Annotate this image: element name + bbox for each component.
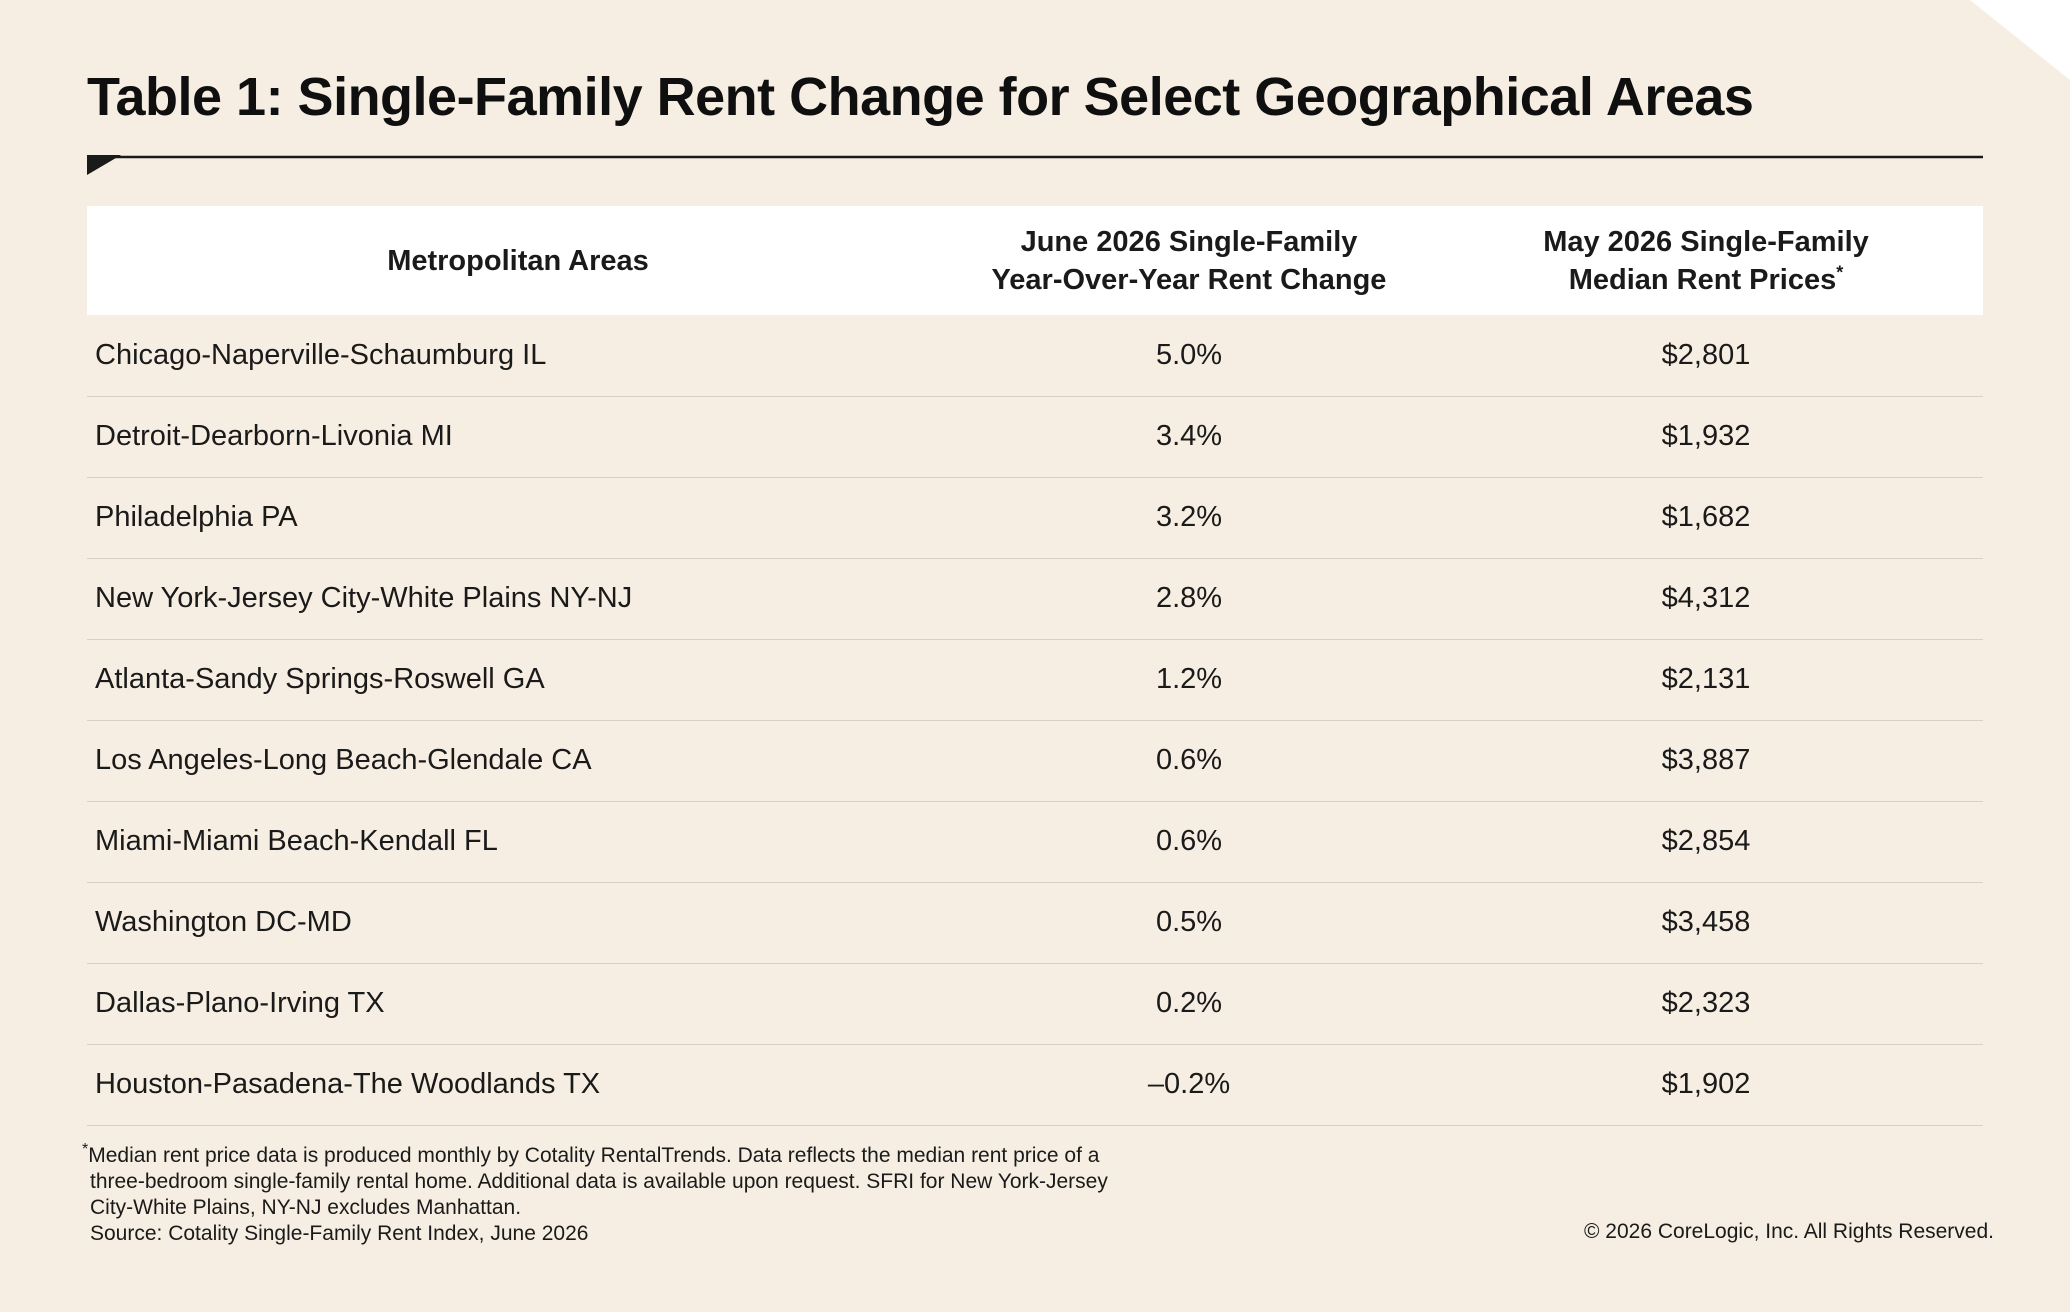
metro-area-cell: Atlanta-Sandy Springs-Roswell GA — [95, 663, 545, 695]
median-rent-cell: $1,902 — [1661, 1068, 1751, 1100]
metro-area-cell: Dallas-Plano-Irving TX — [95, 987, 385, 1019]
table-header-row: Metropolitan Areas June 2026 Single-Fami… — [87, 206, 1983, 315]
metro-area-cell: Washington DC-MD — [95, 906, 352, 938]
footnote-marker: * — [82, 1141, 89, 1158]
table-row: Houston-Pasadena-The Woodlands TX –0.2% … — [87, 1044, 1983, 1125]
footnote-line-3: City-White Plains, NY-NJ excludes Manhat… — [90, 1196, 522, 1219]
rent-change-cell: 0.2% — [1155, 987, 1223, 1019]
median-rent-cell: $2,854 — [1661, 825, 1751, 857]
footnote-line-2: three-bedroom single-family rental home.… — [90, 1170, 1108, 1193]
footnote-line-1: *Median rent price data is produced mont… — [82, 1141, 1100, 1168]
copyright-notice: © 2026 CoreLogic, Inc. All Rights Reserv… — [1583, 1220, 1994, 1243]
table-row: Chicago-Naperville-Schaumburg IL 5.0% $2… — [87, 315, 1983, 396]
table-row: Detroit-Dearborn-Livonia MI 3.4% $1,932 — [87, 396, 1983, 477]
rent-change-cell: 2.8% — [1155, 582, 1223, 614]
table-row: Washington DC-MD 0.5% $3,458 — [87, 882, 1983, 963]
header-price-line-2: Median Rent Prices* — [1568, 261, 1844, 296]
header-median-rent-prices: May 2026 Single-Family Median Rent Price… — [1429, 206, 1983, 315]
table-row: Atlanta-Sandy Springs-Roswell GA 1.2% $2… — [87, 639, 1983, 720]
median-rent-cell: $1,682 — [1661, 501, 1751, 533]
median-rent-cell: $2,323 — [1661, 987, 1751, 1019]
median-rent-cell: $4,312 — [1661, 582, 1751, 614]
rent-change-cell: 5.0% — [1155, 338, 1223, 371]
median-rent-cell: $2,131 — [1661, 663, 1751, 695]
table-row: New York-Jersey City-White Plains NY-NJ … — [87, 558, 1983, 639]
rent-change-cell: 3.2% — [1155, 501, 1223, 533]
rent-change-cell: 1.2% — [1155, 663, 1223, 695]
rent-change-cell: 0.5% — [1155, 906, 1223, 938]
table-row: Philadelphia PA 3.2% $1,682 — [87, 477, 1983, 558]
rent-change-cell: 3.4% — [1155, 420, 1223, 452]
header-change-line-1: June 2026 Single-Family — [1020, 225, 1358, 258]
table-row: Dallas-Plano-Irving TX 0.2% $2,323 — [87, 963, 1983, 1044]
source-line: Source: Cotality Single-Family Rent Inde… — [90, 1222, 589, 1245]
footnote: *Median rent price data is produced mont… — [82, 1141, 1302, 1247]
metro-area-cell: Houston-Pasadena-The Woodlands TX — [95, 1068, 601, 1100]
metro-area-cell: Miami-Miami Beach-Kendall FL — [95, 825, 498, 857]
header-price-line-1: May 2026 Single-Family — [1543, 225, 1869, 258]
table-row: Miami-Miami Beach-Kendall FL 0.6% $2,854 — [87, 801, 1983, 882]
median-rent-cell: $2,801 — [1661, 338, 1751, 371]
table-row: Los Angeles-Long Beach-Glendale CA 0.6% … — [87, 720, 1983, 801]
metro-area-cell: Chicago-Naperville-Schaumburg IL — [95, 338, 547, 371]
title-divider — [87, 155, 1983, 175]
metro-area-cell: Detroit-Dearborn-Livonia MI — [95, 420, 453, 452]
median-rent-cell: $3,458 — [1661, 906, 1751, 938]
metro-area-cell: Philadelphia PA — [95, 501, 298, 533]
median-rent-cell: $1,932 — [1661, 420, 1751, 452]
rent-change-cell: –0.2% — [1147, 1068, 1231, 1100]
header-yoy-rent-change: June 2026 Single-Family Year-Over-Year R… — [949, 206, 1429, 315]
median-rent-cell: $3,887 — [1661, 744, 1751, 776]
rent-change-cell: 0.6% — [1155, 825, 1223, 857]
corner-decoration — [1970, 0, 2070, 80]
rent-change-cell: 0.6% — [1155, 744, 1223, 776]
metro-area-cell: New York-Jersey City-White Plains NY-NJ — [95, 582, 633, 614]
header-change-line-2: Year-Over-Year Rent Change — [991, 263, 1387, 296]
metro-area-cell: Los Angeles-Long Beach-Glendale CA — [95, 744, 592, 776]
footnote-marker: * — [1836, 261, 1844, 282]
rent-change-table: Metropolitan Areas June 2026 Single-Fami… — [87, 206, 1983, 1126]
page-title: Table 1: Single-Family Rent Change for S… — [87, 67, 1754, 127]
header-metropolitan-areas: Metropolitan Areas — [387, 244, 649, 277]
